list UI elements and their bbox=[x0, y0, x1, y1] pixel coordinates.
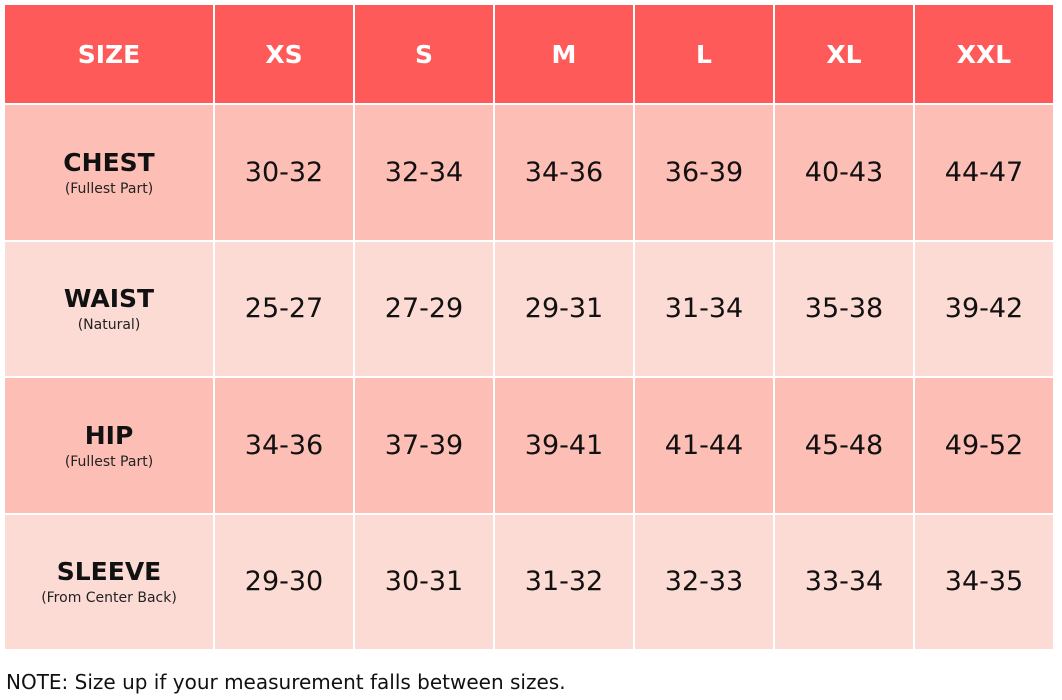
value-cell: 29-30 bbox=[215, 514, 355, 651]
row-sublabel: (From Center Back) bbox=[41, 590, 177, 607]
value-cell: 40-43 bbox=[775, 105, 915, 242]
value-cell: 33-34 bbox=[775, 514, 915, 651]
value-cell: 36-39 bbox=[635, 105, 775, 242]
value-cell: 30-31 bbox=[355, 514, 495, 651]
measurement: 30-32 bbox=[244, 156, 324, 188]
value-cell: 39-42 bbox=[915, 241, 1055, 378]
value-cell: 34-36 bbox=[495, 105, 635, 242]
measurement: 25-27 bbox=[244, 293, 324, 325]
measurement: 31-34 bbox=[664, 293, 744, 325]
measurement: 44-47 bbox=[944, 156, 1024, 188]
header-cell: M bbox=[495, 5, 635, 105]
value-cell: 32-34 bbox=[355, 105, 495, 242]
measurement: 37-39 bbox=[384, 429, 464, 461]
header-cell: SIZE bbox=[5, 5, 215, 105]
row-sublabel: (Fullest Part) bbox=[64, 180, 154, 197]
header-cell: L bbox=[635, 5, 775, 105]
value-cell: 49-52 bbox=[915, 378, 1055, 515]
row-label: HIP bbox=[84, 420, 134, 450]
header-cell: XL bbox=[775, 5, 915, 105]
measurement: 34-36 bbox=[524, 156, 604, 188]
measurement: 41-44 bbox=[664, 429, 744, 461]
row-sublabel: (Fullest Part) bbox=[64, 453, 154, 470]
row-label: WAIST bbox=[63, 284, 155, 314]
measurement: 35-38 bbox=[804, 293, 884, 325]
measurement: 31-32 bbox=[524, 566, 604, 598]
measurement: 32-33 bbox=[664, 566, 744, 598]
row-label: SLEEVE bbox=[56, 557, 162, 587]
value-cell: 34-35 bbox=[915, 514, 1055, 651]
measurement: 39-41 bbox=[524, 429, 604, 461]
row-label-cell: CHEST (Fullest Part) bbox=[5, 105, 215, 242]
value-cell: 27-29 bbox=[355, 241, 495, 378]
value-cell: 41-44 bbox=[635, 378, 775, 515]
value-cell: 45-48 bbox=[775, 378, 915, 515]
value-cell: 39-41 bbox=[495, 378, 635, 515]
note: NOTE: Size up if your measurement falls … bbox=[6, 670, 566, 694]
measurement: 32-34 bbox=[384, 156, 464, 188]
header-cell: S bbox=[355, 5, 495, 105]
value-cell: 37-39 bbox=[355, 378, 495, 515]
measurement: 36-39 bbox=[664, 156, 744, 188]
header-cell: XXL bbox=[915, 5, 1055, 105]
measurement: 34-35 bbox=[944, 566, 1024, 598]
value-cell: 25-27 bbox=[215, 241, 355, 378]
row-label-cell: WAIST (Natural) bbox=[5, 241, 215, 378]
value-cell: 44-47 bbox=[915, 105, 1055, 242]
value-cell: 29-31 bbox=[495, 241, 635, 378]
header-cell: XS bbox=[215, 5, 355, 105]
row-label: CHEST bbox=[63, 147, 155, 177]
value-cell: 32-33 bbox=[635, 514, 775, 651]
row-label-cell: SLEEVE (From Center Back) bbox=[5, 514, 215, 651]
measurement: 27-29 bbox=[384, 293, 464, 325]
measurement: 29-31 bbox=[524, 293, 604, 325]
measurement: 39-42 bbox=[944, 293, 1024, 325]
measurement: 34-36 bbox=[244, 429, 324, 461]
value-cell: 31-32 bbox=[495, 514, 635, 651]
measurement: 29-30 bbox=[244, 566, 324, 598]
value-cell: 35-38 bbox=[775, 241, 915, 378]
value-cell: 34-36 bbox=[215, 378, 355, 515]
measurement: 30-31 bbox=[384, 566, 464, 598]
row-sublabel: (Natural) bbox=[77, 317, 141, 334]
size-table: SIZE XS S M L XL XXL CHEST (Fullest Part) 30-32 32… bbox=[5, 5, 1055, 651]
measurement: 40-43 bbox=[804, 156, 884, 188]
measurement: 33-34 bbox=[804, 566, 884, 598]
measurement: 45-48 bbox=[804, 429, 884, 461]
row-label-cell: HIP (Fullest Part) bbox=[5, 378, 215, 515]
value-cell: 31-34 bbox=[635, 241, 775, 378]
value-cell: 30-32 bbox=[215, 105, 355, 242]
measurement: 49-52 bbox=[944, 429, 1024, 461]
